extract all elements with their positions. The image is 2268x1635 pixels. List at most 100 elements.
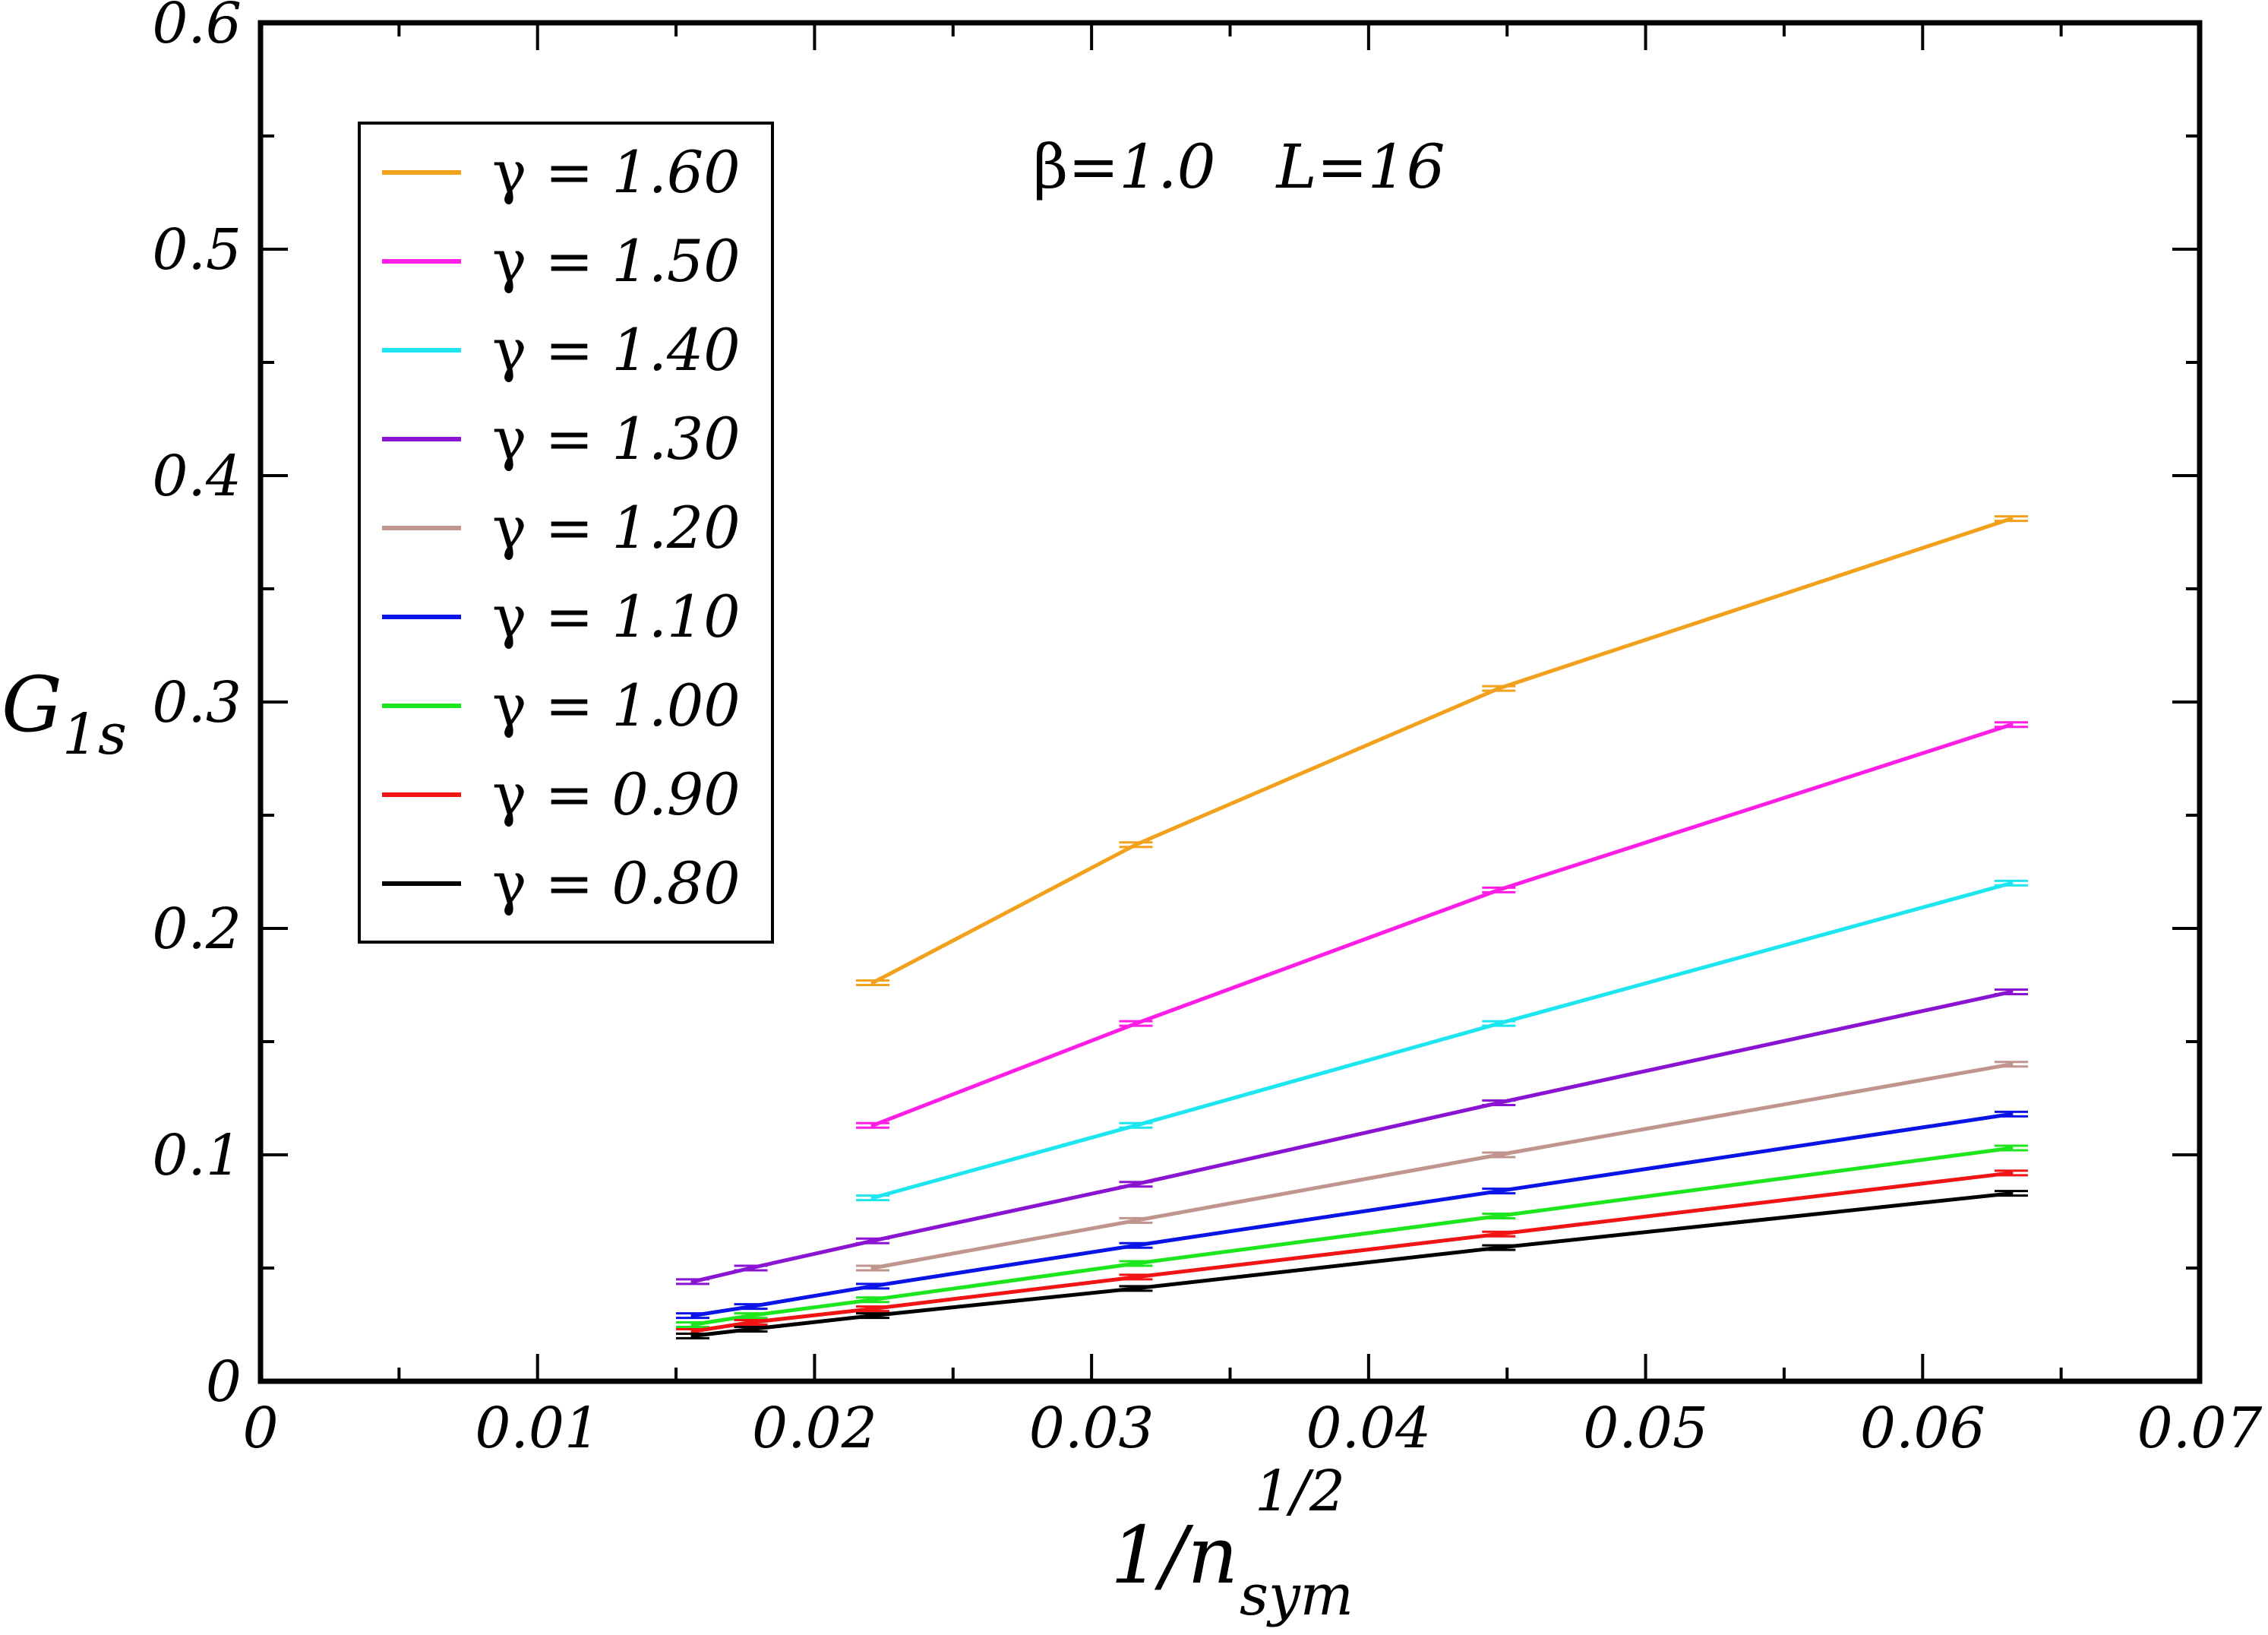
series-0.80 — [675, 1190, 2028, 1339]
y-tick-label: 0.3 — [152, 670, 242, 735]
legend-entry: γ = 1.20 — [382, 494, 741, 561]
x-axis-label-sub: sym — [1240, 1563, 1354, 1628]
legend-label: γ = 0.80 — [492, 849, 741, 917]
legend: γ = 1.60 γ = 1.50 γ = 1.40 γ = 1.30 γ = 1.20… — [358, 122, 774, 944]
y-tick-label: 0.6 — [152, 0, 242, 56]
data-point — [870, 981, 875, 985]
data-point — [2009, 1112, 2014, 1116]
data-point — [2009, 1146, 2014, 1150]
legend-label: γ = 1.20 — [492, 494, 741, 561]
series-line — [872, 881, 2012, 1200]
annotation-beta-label: β= — [1033, 131, 1119, 202]
legend-entry: γ = 1.30 — [382, 405, 741, 473]
data-point — [1133, 1286, 1138, 1291]
x-tick-label: 0.03 — [1029, 1396, 1155, 1461]
data-point — [1133, 1243, 1138, 1248]
data-point — [1133, 1182, 1138, 1187]
data-point — [870, 1284, 875, 1289]
plot-frame — [257, 20, 2203, 1384]
x-axis-label-sup: 1/2 — [1255, 1459, 1345, 1524]
data-point — [870, 1196, 875, 1200]
data-point — [1496, 1213, 1501, 1218]
data-point — [1496, 1232, 1501, 1236]
data-point — [1133, 1123, 1138, 1127]
data-point — [2009, 1062, 2014, 1067]
data-point — [1496, 686, 1501, 691]
data-point — [1496, 1189, 1501, 1194]
y-tick-label: 0.4 — [152, 444, 242, 509]
legend-label: γ = 0.90 — [492, 761, 741, 828]
series-1.20 — [856, 1061, 2028, 1272]
x-axis-label-main: 1/n — [1110, 1509, 1238, 1602]
data-point — [2009, 989, 2014, 994]
y-tick-label: 0.5 — [152, 217, 242, 283]
data-point — [749, 1320, 753, 1325]
data-point — [870, 1238, 875, 1243]
data-point — [749, 1314, 753, 1318]
x-tick-label: 0.07 — [2137, 1396, 2263, 1461]
series-1.10 — [675, 1110, 2028, 1320]
data-point — [1133, 1218, 1138, 1222]
data-point — [1496, 1100, 1501, 1105]
data-point — [1133, 1261, 1138, 1266]
legend-label: γ = 1.40 — [492, 316, 741, 384]
data-point — [870, 1307, 875, 1311]
y-axis-label-sub: 1s — [62, 702, 127, 767]
legend-entry: γ = 0.80 — [382, 849, 741, 917]
data-point — [1496, 887, 1501, 892]
data-point — [870, 1298, 875, 1302]
data-point — [870, 1314, 875, 1318]
x-tick-labels: 0 0.01 0.02 0.03 0.04 0.05 0.06 0.07 — [242, 1396, 2262, 1461]
y-axis-label-main: G — [2, 660, 62, 749]
data-point — [749, 1327, 753, 1331]
y-tick-labels: 0 0.1 0.2 0.3 0.4 0.5 0.6 — [152, 0, 242, 1415]
series-1.30 — [675, 988, 2028, 1286]
data-point — [690, 1329, 695, 1333]
annotation-l-label: L=16 — [1275, 131, 1445, 202]
data-point — [1496, 1153, 1501, 1157]
data-point — [749, 1266, 753, 1270]
x-tick-label: 0.01 — [475, 1396, 600, 1461]
legend-label: γ = 1.30 — [492, 405, 741, 473]
series-line — [872, 723, 2012, 1127]
data-point — [2009, 1191, 2014, 1196]
annotation: β=1.0 L=16 — [1033, 131, 1445, 202]
legend-entry: γ = 0.90 — [382, 761, 741, 828]
data-point — [1133, 1275, 1138, 1279]
series-line — [872, 1062, 2012, 1270]
data-point — [2009, 723, 2014, 727]
data-point — [690, 1333, 695, 1338]
data-point — [870, 1123, 875, 1127]
x-tick-label: 0.04 — [1306, 1396, 1431, 1461]
series-1.40 — [856, 879, 2028, 1202]
series-1.60 — [856, 515, 2028, 987]
data-point — [1133, 843, 1138, 847]
legend-entry: γ = 1.40 — [382, 316, 741, 384]
y-tick-label: 0 — [206, 1349, 242, 1415]
series-line — [871, 517, 2012, 985]
annotation-beta-value: 1.0 — [1119, 131, 1215, 202]
legend-entry: γ = 1.60 — [382, 138, 741, 206]
data-point — [1496, 1021, 1501, 1026]
data-point — [1496, 1245, 1501, 1250]
legend-entry: γ = 1.50 — [382, 227, 741, 295]
data-point — [690, 1323, 695, 1327]
series-1.00 — [675, 1144, 2028, 1328]
y-tick-label: 0.1 — [152, 1123, 242, 1188]
data-point — [2009, 517, 2014, 521]
x-tick-label: 0.02 — [752, 1396, 877, 1461]
series-layer — [675, 515, 2028, 1339]
legend-entry: γ = 1.10 — [382, 583, 741, 650]
x-tick-label: 0.05 — [1583, 1396, 1708, 1461]
y-axis-label: G1s — [2, 660, 127, 767]
data-point — [690, 1279, 695, 1284]
data-point — [2009, 1171, 2014, 1175]
data-point — [690, 1314, 695, 1318]
data-point — [1133, 1021, 1138, 1026]
x-tick-label: 0.06 — [1860, 1396, 1985, 1461]
x-tick-label: 0 — [242, 1396, 278, 1461]
legend-label: γ = 1.00 — [492, 672, 741, 739]
legend-label: γ = 1.10 — [492, 583, 741, 650]
legend-entry: γ = 1.00 — [382, 672, 741, 739]
